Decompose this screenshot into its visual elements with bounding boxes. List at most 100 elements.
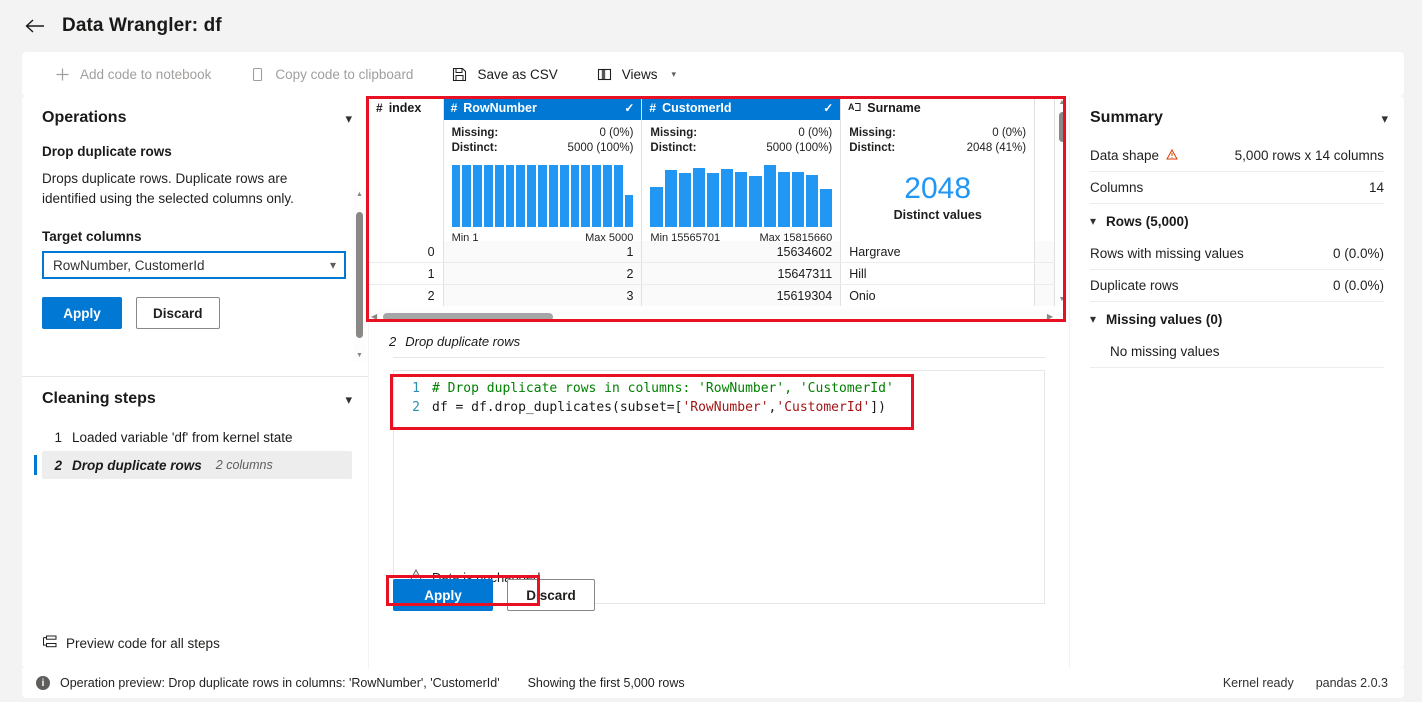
data-grid-header: # index # RowNumber ✓ <box>369 96 1055 244</box>
cell-pad <box>1035 263 1055 284</box>
operation-name: Drop duplicate rows <box>42 144 172 159</box>
data-grid-horizontal-scrollbar[interactable]: ◀ ▶ <box>369 309 1055 324</box>
column-name: index <box>388 101 422 115</box>
preview-code-for-all-steps-link[interactable]: Preview code for all steps <box>42 635 220 652</box>
chevron-down-icon: ▾ <box>329 258 336 272</box>
cleaning-steps-header: Cleaning steps ▾ <box>22 377 368 421</box>
preview-code-label: Preview code for all steps <box>66 636 220 651</box>
data-grid-vertical-scrollbar[interactable]: ▲ ▼ <box>1055 96 1069 306</box>
code-editor[interactable]: 1 # Drop duplicate rows in columns: 'Row… <box>393 370 1045 604</box>
text-type-icon: A <box>848 101 861 115</box>
svg-text:A: A <box>848 102 855 112</box>
step-sublabel: 2 columns <box>215 458 273 472</box>
column-rownumber[interactable]: # RowNumber ✓ Missing: 0 (0%) Dis <box>443 96 643 244</box>
histogram-rownumber <box>451 165 634 227</box>
line-number: 1 <box>412 381 420 396</box>
warning-triangle-icon <box>1166 148 1178 163</box>
cleaning-steps-collapse-chevron-icon[interactable]: ▾ <box>345 391 352 407</box>
views-button[interactable]: Views ▾ <box>584 58 688 90</box>
histogram-bar <box>735 171 748 227</box>
scrollbar-thumb[interactable] <box>383 313 553 321</box>
cleaning-step-2[interactable]: 2 Drop duplicate rows 2 columns <box>34 451 352 479</box>
summary-collapse-chevron-icon[interactable]: ▾ <box>1381 110 1388 126</box>
cell-index: 2 <box>369 285 444 306</box>
operations-collapse-chevron-icon[interactable]: ▾ <box>345 110 352 126</box>
histogram-bar <box>692 168 705 227</box>
scroll-up-arrow-icon[interactable]: ▲ <box>356 191 363 198</box>
column-customerid[interactable]: # CustomerId ✓ Missing: 0 (0%) Di <box>642 96 842 244</box>
code-apply-button[interactable]: Apply <box>393 579 493 611</box>
scroll-right-arrow-icon[interactable]: ▶ <box>1046 312 1053 321</box>
operations-discard-button[interactable]: Discard <box>136 297 220 329</box>
table-row[interactable]: 1 2 15647311 Hill <box>369 263 1055 285</box>
save-as-csv-button[interactable]: Save as CSV <box>439 58 569 90</box>
views-icon <box>596 66 613 83</box>
column-header-index[interactable]: # index <box>369 96 443 120</box>
code-discard-button[interactable]: Discard <box>507 579 595 611</box>
cell-surname: Hill <box>841 263 1036 284</box>
check-icon[interactable]: ✓ <box>823 101 834 115</box>
number-type-icon: # <box>649 101 657 115</box>
code-action-buttons: Apply Discard <box>393 579 595 611</box>
chevron-down-icon[interactable]: ▾ <box>1090 214 1097 228</box>
views-label: Views <box>621 66 658 82</box>
info-icon: i <box>36 676 50 690</box>
column-stats-surname: Missing: 0 (0%) Distinct: 2048 (41%) <box>841 120 1034 156</box>
table-row[interactable]: 2 3 15619304 Onio <box>369 285 1055 306</box>
histogram-bar <box>706 172 720 227</box>
copy-code-to-clipboard-button[interactable]: Copy code to clipboard <box>237 58 425 90</box>
missing-label: Missing: <box>451 127 499 139</box>
histogram-bar <box>538 165 547 227</box>
operations-apply-button[interactable]: Apply <box>42 297 122 329</box>
scrollbar-thumb[interactable] <box>356 212 363 338</box>
cell-rownumber: 1 <box>443 241 643 262</box>
number-type-icon: # <box>376 101 383 115</box>
no-missing-values-note: No missing values <box>1090 336 1384 368</box>
histogram-bar <box>678 173 691 227</box>
column-stats-customerid: Missing: 0 (0%) Distinct: 5000 (100%) <box>642 120 840 156</box>
histogram-bar <box>592 165 601 227</box>
code-step-name: Drop duplicate rows <box>405 334 521 349</box>
scrollbar-thumb[interactable] <box>1058 112 1066 142</box>
column-header-surname[interactable]: A Surname <box>841 96 1034 120</box>
check-icon[interactable]: ✓ <box>624 101 635 115</box>
histogram-bar <box>749 176 762 227</box>
summary-group-rows[interactable]: ▾ Rows (5,000) <box>1090 204 1384 238</box>
operation-description: Drops duplicate rows. Duplicate rows are… <box>42 171 294 206</box>
histogram-bar <box>581 165 591 227</box>
columns-label: Columns <box>1090 180 1144 195</box>
cell-surname: Hargrave <box>841 241 1036 262</box>
column-header-customerid[interactable]: # CustomerId ✓ <box>642 96 841 120</box>
back-arrow-icon[interactable] <box>22 13 48 39</box>
code-expr-post: ]) <box>870 400 886 415</box>
cell-rownumber: 3 <box>443 285 643 306</box>
histogram-bar <box>494 165 504 227</box>
summary-header: Summary ▾ <box>1070 96 1404 140</box>
grid-scrollbar-track[interactable]: ▲ ▼ <box>1055 96 1069 306</box>
add-code-to-notebook-button[interactable]: Add code to notebook <box>42 58 223 90</box>
summary-panel: Summary ▾ Data shape 5,000 rows x 14 col… <box>1070 96 1404 668</box>
column-header-rownumber[interactable]: # RowNumber ✓ <box>443 96 642 120</box>
cleaning-step-1[interactable]: 1 Loaded variable 'df' from kernel state <box>42 423 352 451</box>
histogram-bar <box>624 195 634 227</box>
distinct-label: Distinct: <box>451 142 498 154</box>
scroll-left-arrow-icon[interactable]: ◀ <box>371 312 378 321</box>
code-expr-mid: , <box>768 400 777 415</box>
histogram-bar <box>721 168 734 227</box>
summary-group-missing-values[interactable]: ▾ Missing values (0) <box>1090 302 1384 336</box>
target-columns-value: RowNumber, CustomerId <box>53 257 205 273</box>
title-bar: Data Wrangler: df <box>0 0 1422 52</box>
column-stats-rownumber: Missing: 0 (0%) Distinct: 5000 (100%) <box>444 120 642 156</box>
scroll-down-arrow-icon[interactable]: ▼ <box>356 352 363 359</box>
center-panel: # index # RowNumber ✓ <box>369 96 1069 668</box>
histogram-bar <box>791 171 804 227</box>
left-panel: Operations ▾ Drop duplicate rows Drops d… <box>22 96 368 668</box>
chevron-down-icon[interactable]: ▾ <box>1090 312 1097 326</box>
scroll-up-arrow-icon[interactable]: ▲ <box>1058 99 1066 106</box>
column-surname[interactable]: A Surname Missing: 0 (0%) <box>841 96 1036 241</box>
target-columns-select[interactable]: RowNumber, CustomerId ▾ <box>42 251 346 279</box>
table-row[interactable]: 0 1 15634602 Hargrave <box>369 241 1055 263</box>
scroll-down-arrow-icon[interactable]: ▼ <box>1058 296 1066 303</box>
operations-scrollbar[interactable]: ▲ ▼ <box>353 188 366 362</box>
column-index[interactable]: # index <box>369 96 444 241</box>
